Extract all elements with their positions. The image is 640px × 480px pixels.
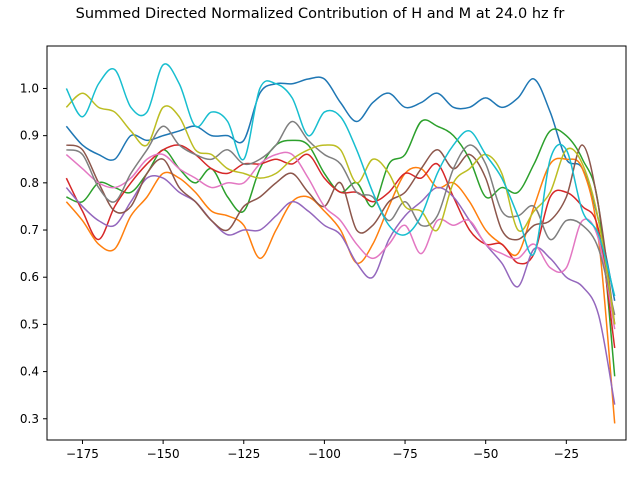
x-tick-label: −100: [308, 447, 341, 461]
x-tick-label: −50: [473, 447, 498, 461]
series-line-2: [65, 157, 616, 424]
y-tick-label: 0.5: [20, 317, 39, 331]
y-tick-label: 0.7: [20, 223, 39, 237]
y-tick-label: 1.0: [20, 81, 39, 95]
x-tick-label: −25: [554, 447, 579, 461]
series-line-8: [66, 120, 616, 316]
chart-title: Summed Directed Normalized Contribution …: [75, 6, 565, 22]
series-line-10: [65, 63, 616, 297]
series-layer: [65, 63, 616, 424]
series-line-9: [65, 92, 616, 325]
x-axis: −175 −150 −125 −100 −75 −50 −25: [66, 440, 579, 461]
x-tick-label: −125: [227, 447, 260, 461]
series-line-5: [65, 175, 616, 405]
x-tick-label: −75: [392, 447, 417, 461]
series-line-1: [65, 76, 616, 301]
y-tick-label: 0.6: [20, 270, 39, 284]
series-line-6: [66, 144, 616, 325]
y-tick-label: 0.8: [20, 176, 39, 190]
y-tick-label: 0.9: [20, 129, 39, 143]
x-tick-label: −150: [147, 447, 180, 461]
y-tick-label: 0.3: [20, 412, 39, 426]
axes-frame: [46, 45, 627, 441]
series-line-4: [65, 144, 616, 349]
y-tick-label: 0.4: [20, 365, 39, 379]
series-line-7: [65, 151, 616, 330]
y-axis: 0.3 0.4 0.5 0.6 0.7 0.8 0.9 1.0: [20, 81, 47, 426]
x-tick-label: −175: [66, 447, 99, 461]
